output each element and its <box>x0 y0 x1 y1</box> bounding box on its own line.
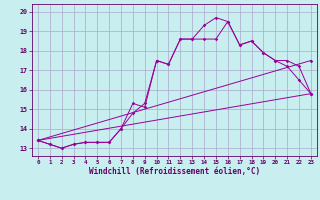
X-axis label: Windchill (Refroidissement éolien,°C): Windchill (Refroidissement éolien,°C) <box>89 167 260 176</box>
